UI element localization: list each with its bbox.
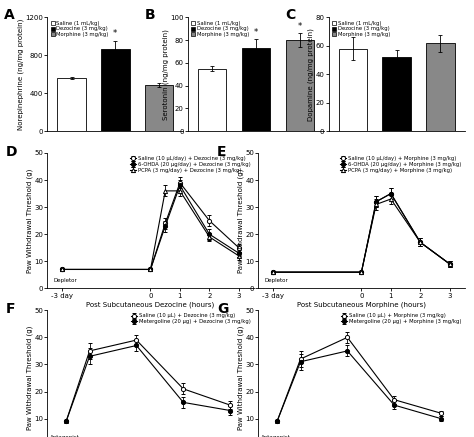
Text: C: C — [285, 8, 295, 22]
Y-axis label: Paw Withdrawal Threshold (g): Paw Withdrawal Threshold (g) — [237, 326, 244, 430]
Text: G: G — [217, 302, 228, 316]
Y-axis label: Paw Withdrawal Threshold (g): Paw Withdrawal Threshold (g) — [27, 326, 33, 430]
Legend: Saline (10 μL) + Dezocine (3 mg/kg), Metergoline (20 μg) + Dezocine (3 mg/kg): Saline (10 μL) + Dezocine (3 mg/kg), Met… — [130, 313, 251, 325]
Text: *: * — [254, 28, 258, 37]
X-axis label: Post Subcutaneous Dezocine (hours): Post Subcutaneous Dezocine (hours) — [86, 302, 215, 308]
Legend: Saline (1 mL/kg), Dezocine (3 mg/kg), Morphine (3 mg/kg): Saline (1 mL/kg), Dezocine (3 mg/kg), Mo… — [331, 20, 391, 38]
Text: *: * — [298, 22, 302, 31]
Legend: Saline (1 mL/kg), Dezocine (3 mg/kg), Morphine (3 mg/kg): Saline (1 mL/kg), Dezocine (3 mg/kg), Mo… — [50, 20, 109, 38]
Text: F: F — [6, 302, 16, 316]
Text: *: * — [113, 29, 118, 38]
Bar — [101, 49, 129, 131]
Y-axis label: Norepinephrine (ng/mg protein): Norepinephrine (ng/mg protein) — [18, 19, 24, 130]
Y-axis label: Paw Withdrawal Threshold (g): Paw Withdrawal Threshold (g) — [27, 169, 33, 273]
Text: Antagonist: Antagonist — [261, 435, 291, 437]
Text: Antagonist: Antagonist — [50, 435, 80, 437]
Y-axis label: Paw Withdrawal Threshold (g): Paw Withdrawal Threshold (g) — [237, 169, 244, 273]
Text: D: D — [6, 145, 18, 159]
Bar — [338, 49, 367, 131]
Bar — [383, 57, 411, 131]
Legend: Saline (10 μL) + Morphine (3 mg/kg), Metergoline (20 μg) + Morphine (3 mg/kg): Saline (10 μL) + Morphine (3 mg/kg), Met… — [340, 313, 462, 325]
X-axis label: Post Subcutaneous Morphine (hours): Post Subcutaneous Morphine (hours) — [297, 302, 426, 308]
Text: B: B — [145, 8, 155, 22]
Bar — [285, 40, 314, 131]
Text: E: E — [217, 145, 227, 159]
Bar — [426, 43, 455, 131]
Legend: Saline (10 μL/day) + Morphine (3 mg/kg), 6-OHDA (20 μg/day) + Morphine (3 mg/kg): Saline (10 μL/day) + Morphine (3 mg/kg),… — [339, 156, 462, 173]
Bar — [198, 69, 227, 131]
Legend: Saline (1 mL/kg), Dezocine (3 mg/kg), Morphine (3 mg/kg): Saline (1 mL/kg), Dezocine (3 mg/kg), Mo… — [191, 20, 250, 38]
Y-axis label: Dopamine (ng/mg protein): Dopamine (ng/mg protein) — [308, 28, 314, 121]
Bar — [242, 48, 270, 131]
Text: Depletor: Depletor — [53, 278, 77, 283]
Text: Depletor: Depletor — [264, 278, 288, 283]
Legend: Saline (10 μL/day) + Dezocine (3 mg/kg), 6-OHDA (20 μg/day) + Dezocine (3 mg/kg): Saline (10 μL/day) + Dezocine (3 mg/kg),… — [129, 156, 251, 173]
Text: A: A — [4, 8, 15, 22]
Bar — [57, 78, 86, 131]
Y-axis label: Serotonin (ng/mg protein): Serotonin (ng/mg protein) — [163, 29, 169, 120]
Bar — [145, 85, 173, 131]
